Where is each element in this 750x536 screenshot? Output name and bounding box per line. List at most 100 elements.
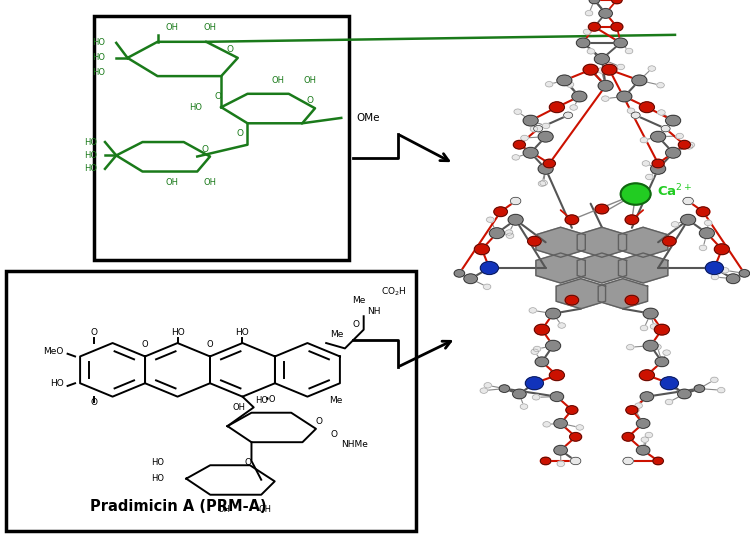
Text: HO: HO	[85, 151, 98, 160]
Circle shape	[665, 383, 673, 389]
Circle shape	[650, 324, 658, 329]
Circle shape	[602, 64, 616, 75]
Text: OH: OH	[203, 23, 217, 32]
Circle shape	[654, 344, 662, 349]
Circle shape	[480, 262, 498, 274]
Circle shape	[627, 108, 634, 114]
Circle shape	[616, 91, 632, 102]
Circle shape	[469, 276, 476, 281]
Circle shape	[696, 207, 709, 217]
Text: O: O	[142, 340, 148, 349]
Circle shape	[671, 222, 679, 227]
Circle shape	[626, 295, 638, 305]
Text: OH: OH	[303, 76, 316, 85]
Text: HO: HO	[151, 474, 164, 483]
Text: Me: Me	[330, 330, 344, 339]
Circle shape	[617, 64, 625, 70]
Circle shape	[484, 383, 491, 388]
Circle shape	[474, 244, 489, 255]
Text: HO: HO	[50, 379, 64, 388]
Polygon shape	[145, 343, 210, 397]
Circle shape	[639, 102, 654, 113]
Circle shape	[480, 388, 488, 393]
Circle shape	[622, 457, 633, 465]
Bar	[94, 16, 349, 260]
Polygon shape	[275, 343, 340, 397]
Circle shape	[538, 181, 546, 187]
Circle shape	[665, 399, 673, 405]
Circle shape	[454, 270, 465, 277]
Circle shape	[663, 350, 670, 355]
Circle shape	[626, 406, 638, 414]
Text: HO: HO	[85, 165, 98, 173]
Circle shape	[533, 346, 541, 352]
Text: OMe: OMe	[356, 113, 380, 123]
Circle shape	[513, 140, 525, 149]
Circle shape	[640, 137, 648, 143]
Polygon shape	[619, 253, 668, 283]
Circle shape	[512, 155, 520, 160]
Circle shape	[520, 135, 528, 140]
Circle shape	[558, 323, 566, 328]
Text: HO: HO	[92, 68, 105, 77]
Circle shape	[525, 377, 543, 390]
Circle shape	[648, 66, 656, 71]
Circle shape	[500, 385, 510, 392]
Circle shape	[682, 197, 693, 205]
Circle shape	[704, 220, 712, 226]
Circle shape	[549, 370, 564, 381]
Circle shape	[513, 389, 526, 399]
Circle shape	[566, 82, 574, 87]
Circle shape	[636, 419, 650, 428]
Circle shape	[529, 308, 536, 313]
Circle shape	[532, 394, 540, 400]
Text: O: O	[244, 458, 251, 467]
Text: Me: Me	[328, 396, 342, 405]
Text: HO: HO	[171, 328, 184, 337]
Circle shape	[554, 445, 567, 455]
Circle shape	[594, 54, 609, 64]
Circle shape	[494, 207, 507, 217]
Circle shape	[660, 377, 678, 390]
Text: O: O	[226, 46, 234, 54]
Circle shape	[570, 433, 582, 441]
Polygon shape	[536, 253, 585, 283]
Circle shape	[514, 109, 521, 114]
Circle shape	[722, 267, 729, 273]
Circle shape	[566, 406, 578, 414]
Text: OH: OH	[203, 178, 217, 187]
Text: OH: OH	[217, 505, 230, 515]
Text: Pradimicin A (PRM-A): Pradimicin A (PRM-A)	[90, 499, 266, 514]
Circle shape	[676, 133, 683, 139]
Text: •O: •O	[265, 395, 277, 404]
Circle shape	[710, 377, 718, 383]
Circle shape	[650, 131, 666, 142]
Text: O: O	[207, 340, 213, 349]
Circle shape	[534, 125, 542, 132]
Bar	[6, 271, 416, 531]
Circle shape	[632, 407, 639, 413]
Circle shape	[531, 349, 538, 354]
Circle shape	[662, 125, 670, 132]
Text: O: O	[353, 320, 360, 329]
Circle shape	[714, 244, 729, 255]
Text: HO: HO	[190, 103, 202, 111]
Polygon shape	[80, 343, 145, 397]
Text: HO: HO	[92, 39, 105, 47]
Circle shape	[642, 161, 650, 166]
Circle shape	[510, 197, 520, 205]
Circle shape	[640, 325, 648, 331]
Circle shape	[666, 115, 681, 126]
Text: HO: HO	[151, 458, 164, 467]
Polygon shape	[210, 343, 275, 397]
Text: O: O	[90, 328, 98, 337]
Text: O: O	[201, 145, 208, 153]
Circle shape	[678, 389, 692, 399]
Circle shape	[585, 11, 592, 16]
Circle shape	[584, 64, 598, 75]
Circle shape	[520, 404, 528, 410]
Circle shape	[657, 83, 664, 88]
Circle shape	[641, 437, 649, 442]
Text: CO$_2$H: CO$_2$H	[381, 286, 406, 299]
Circle shape	[483, 284, 490, 289]
